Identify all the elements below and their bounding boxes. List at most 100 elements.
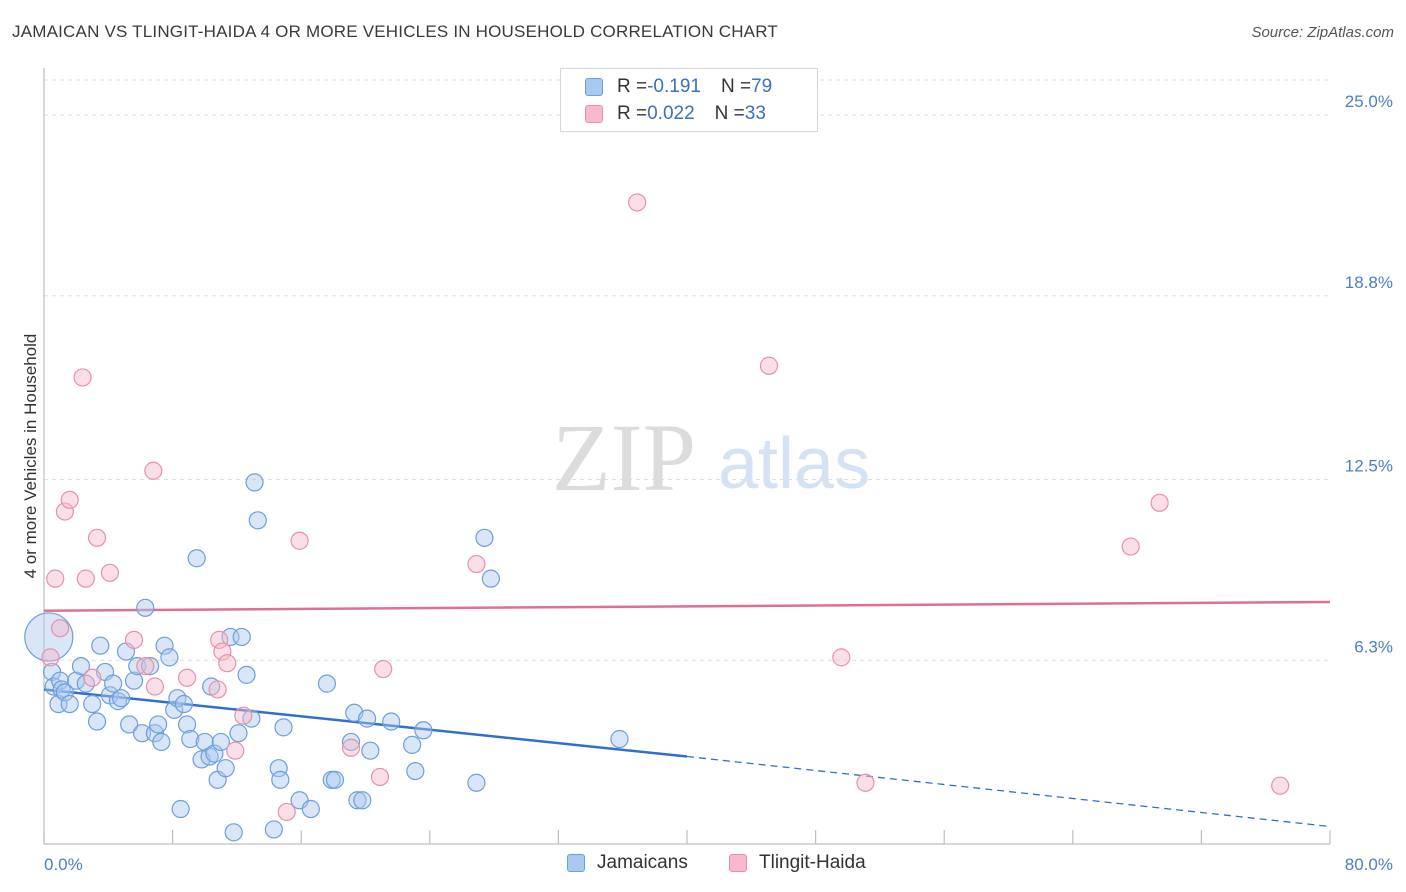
y-axis-title: 4 or more Vehicles in Household [21,334,40,579]
point-jamaicans [200,747,219,766]
point-jamaicans [348,791,367,810]
point-tlingit-haida [83,668,102,687]
point-jamaicans [87,712,107,731]
y-tick-label: 18.8% [1345,273,1393,292]
point-jamaicans [71,657,91,676]
axes [43,68,1331,845]
point-jamaicans [382,712,401,731]
point-tlingit-haida [856,773,875,792]
bottom-legend-label-jamaicans: Jamaicans [597,852,688,873]
point-jamaicans [124,671,144,690]
point-jamaicans [264,820,283,839]
point-tlingit-haida [100,563,120,582]
point-jamaicans [171,799,190,819]
legend-n-value: 33 [744,103,766,124]
legend-r-label: R = [617,103,648,124]
legend-r-value: 0.022 [647,103,695,124]
point-tlingit-haida [218,654,237,673]
trend-line-jamaicans [43,688,688,758]
stats-legend: R = -0.191 N = 79 R = 0.022 N = 33 [560,68,818,132]
point-tlingit-haida [213,642,232,661]
chart-title: JAMAICAN VS TLINGIT-HAIDA 4 OR MORE VEHI… [12,22,778,41]
point-jamaicans [237,665,256,684]
bottom-legend-tlingit-haida: Tlingit-Haida [729,852,866,874]
bottom-legend-swatch-jamaicans [567,854,585,872]
y-tick-label: 25.0% [1345,92,1393,111]
point-jamaicans [414,721,433,740]
tick-labels: 6.3% 12.5% 18.8% 25.0% 0.0% 80.0% [44,92,1393,874]
point-jamaicans [271,770,290,789]
point-tlingit-haida [1150,493,1169,512]
point-jamaicans [610,729,629,749]
legend-n-label: N = [720,76,752,97]
watermark-atlas: atlas [718,424,870,504]
point-tlingit-haida [144,461,163,480]
y-tick-label: 12.5% [1345,456,1393,475]
point-jamaicans [353,791,372,810]
point-jamaicans [136,598,155,617]
point-tlingit-haida [290,531,309,550]
point-tlingit-haida [87,528,107,547]
point-jamaicans [165,700,184,719]
point-jamaicans [248,511,267,530]
point-jamaicans [187,549,206,568]
point-tlingit-haida [374,659,393,679]
point-jamaicans [177,715,197,734]
point-jamaicans [181,729,200,749]
point-jamaicans [60,694,79,714]
legend-n-label: N = [714,103,745,124]
point-tlingit-haida [759,356,779,375]
point-jamaicans [52,680,71,699]
legend-n-value: 79 [751,76,773,97]
point-jamaicans [174,694,193,714]
legend-row-tlingit-haida: R = 0.022 N = 33 [585,101,766,127]
point-tlingit-haida [370,767,390,787]
point-tlingit-haida [1271,776,1290,795]
watermark: ZIP atlas [552,404,870,511]
point-jamaicans [211,732,230,752]
point-tlingit-haida [50,619,70,638]
point-tlingit-haida [136,657,155,676]
point-jamaicans [475,528,494,547]
legend-row-jamaicans: R = -0.191 N = 79 [585,74,772,100]
point-jamaicans [403,735,422,754]
point-jamaicans [205,744,224,763]
grid-lines [44,79,1330,661]
point-jamaicans [481,569,500,588]
point-jamaicans [155,636,174,655]
legend-swatch-jamaicans [585,78,603,96]
legend-r-label: R = [617,76,648,97]
point-tlingit-haida [1121,537,1140,556]
bottom-legend-label-tlingit-haida: Tlingit-Haida [759,852,866,873]
point-jamaicans [467,773,486,792]
data-points [24,193,1290,842]
point-jamaicans [108,692,128,711]
point-tlingit-haida [277,802,296,822]
watermark-zip: ZIP [552,404,696,511]
trend-line-extension-jamaicans [686,755,1331,828]
point-jamaicans [361,741,380,760]
point-jamaicans [216,759,235,778]
legend-swatch-tlingit-haida [585,105,603,123]
bottom-legend-swatch-tlingit-haida [729,854,747,872]
point-tlingit-haida [234,706,253,725]
point-jamaicans [120,715,139,734]
point-jamaicans [406,761,425,781]
y-tick-label: 6.3% [1354,637,1393,656]
x-tick-label-max: 80.0% [1345,855,1393,874]
point-tlingit-haida [73,368,92,387]
point-jamaicans [232,627,251,647]
point-jamaicans [140,657,160,676]
point-jamaicans [91,636,110,655]
point-jamaicans [224,823,243,842]
point-tlingit-haida [208,680,227,699]
point-jamaicans [152,732,171,752]
trend-lines [43,600,1331,828]
point-jamaicans [325,770,345,789]
trend-line-tlingit-haida [43,600,1331,612]
point-jamaicans [160,648,179,667]
point-jamaicans [358,709,377,728]
bottom-legend-jamaicans: Jamaicans [567,852,688,874]
point-tlingit-haida [60,490,79,510]
